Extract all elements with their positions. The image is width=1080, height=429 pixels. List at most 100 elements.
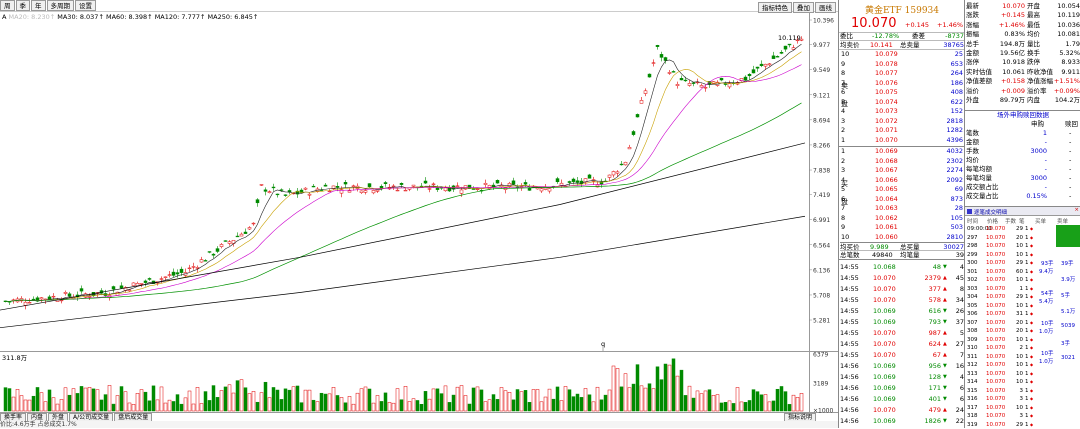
ticker-price: 10.070 [986,387,1006,394]
otc-label: 手数 [966,147,979,155]
ticker-close-icon[interactable]: × [1074,207,1079,213]
tick-price: 10.070 [873,340,896,348]
volume-label: 311.8万 [2,354,28,362]
volume-bar [551,398,556,412]
volume-bar [723,402,728,412]
volume-bar [759,394,764,412]
ticker-up-icon: ◆ [1030,285,1034,291]
ticker-up-icon: ◆ [1030,396,1034,401]
volume-bar [595,386,600,412]
tab-quarter[interactable]: 季 [15,0,30,11]
bid-level: 1 [841,147,846,155]
bid-book: 1 10.069 4032 2 10.068 2302 3 10.067 2274 4 10.066… [839,146,965,242]
kline-chart-panel[interactable]: 周季年多周期 设置 指标特色 叠加 画线 A MA20: 8.230↑ MA30: 8… [0,0,838,428]
tab-settings[interactable]: 设置 [75,0,96,11]
volume-bar [151,385,156,412]
ticker-rows[interactable]: 09:00:00 10.070 29 1 ◆ 297 10.070 20 1 ◆ 298 10.070… [965,225,1080,429]
volume-bar [571,396,576,412]
volume-bar [439,393,444,412]
ticker-count: 1 [1025,234,1029,241]
ticker-side-note: 54手 [1041,291,1054,297]
ticker-count: 1 [1025,379,1029,385]
candle-body [759,63,764,66]
tool-overlay[interactable]: 叠加 [793,2,814,13]
volume-bar [107,385,112,412]
volume-bar [395,388,400,412]
volume-bar [719,402,724,412]
volume-bar [639,385,644,412]
ticker-up-icon: ◆ [1030,302,1034,308]
tick-count: 8 [959,285,964,293]
kline-svg[interactable]: 10.396 9.977 9.549 9.121 8.694 8.266 7.838 7.41… [0,0,838,428]
price-tick-label: 5.281 [813,318,830,325]
ticker-price: 10.070 [986,328,1006,334]
candle-body [39,297,44,300]
candle-body [187,267,192,270]
tab-multi-period[interactable]: 多周期 [46,0,74,11]
tab-week[interactable]: 周 [0,0,15,11]
ticker-price: 10.070 [986,234,1006,241]
stat-label-left: 实时估值 [966,67,992,76]
weibi-value: -12.78% [872,32,900,40]
stat-label-left: 涨停 [966,58,979,67]
volume-bar [799,393,804,412]
ticker-row: 312 10.070 10 1 ◆ [965,361,1080,369]
otc-label: 每笔均额 [966,165,992,173]
stats-row: 实时估值 10.061 昨收净值 9.911 [965,68,1080,76]
weibi-row: 委比 -12.78% 委差 -8737 [840,32,964,40]
stat-value-right: 8.933 [1061,58,1080,67]
otc-row: 成交量占比 0.15% - [965,192,1080,200]
candle-body [475,188,480,190]
volume-bar [191,403,196,412]
ticker-up-icon: ◆ [1030,260,1034,265]
volume-bar [79,386,84,412]
ticker-count: 1 [1025,251,1029,258]
volume-bar [311,399,316,412]
candle-body [191,266,196,268]
stat-value-left: +0.158 [1000,77,1025,86]
volume-bar [615,368,620,412]
tool-draw[interactable]: 画线 [815,2,836,13]
tab-year[interactable]: 年 [31,0,46,11]
tick-volume: 401 [928,395,941,403]
ticker-row: 307 10.070 20 1 ◆ [965,319,1080,327]
candle-body [391,185,396,188]
ticker-time: 314 [967,379,978,385]
bid-level: 2 [841,156,846,165]
ticker-up-icon: ◆ [1030,277,1034,282]
tick-direction-icon: ▼ [943,363,947,369]
ticker-lots: 31 [1016,311,1023,317]
bid-volume: 873 [950,194,963,203]
volume-bar [319,392,324,412]
candle-body [631,131,636,135]
volume-bar [403,386,408,412]
bid-price: 10.063 [875,204,898,212]
tick-time: 14:55 [840,307,859,315]
volume-bar [599,399,604,412]
tick-list[interactable]: 14:55 10.068 48 ▼ 4 14:55 10.070 2379 ▲ 45 14:55 10… [839,259,965,428]
volume-bar [651,388,656,412]
candle-body [51,295,56,298]
quote-title: 黄金ETF 159934 [864,6,940,16]
ask-level: 2 [841,126,846,134]
volume-bar [15,389,20,412]
volume-bar [683,395,688,412]
candle-body [727,83,732,88]
ticker-col: 时间 [967,219,979,225]
tick-direction-icon: ▼ [943,418,947,424]
stat-label-left: 振幅 [966,30,979,39]
ask-volume: 186 [950,78,963,87]
bid-level: 9 [841,223,846,231]
ask-level: 4 [841,107,846,115]
volume-bar [691,397,696,412]
otc-redeem: - [1069,147,1072,155]
volume-bar [175,394,180,412]
ticker-price: 10.070 [986,260,1006,266]
volume-bar [63,387,68,412]
ask-level: 10 [841,50,850,58]
tool-indicator[interactable]: 指标特色 [758,2,792,13]
volume-bar [427,398,432,412]
volume-bar [555,386,560,412]
ticker-count: 1 [1025,353,1029,360]
ticker-up-icon: ◆ [1030,268,1034,274]
